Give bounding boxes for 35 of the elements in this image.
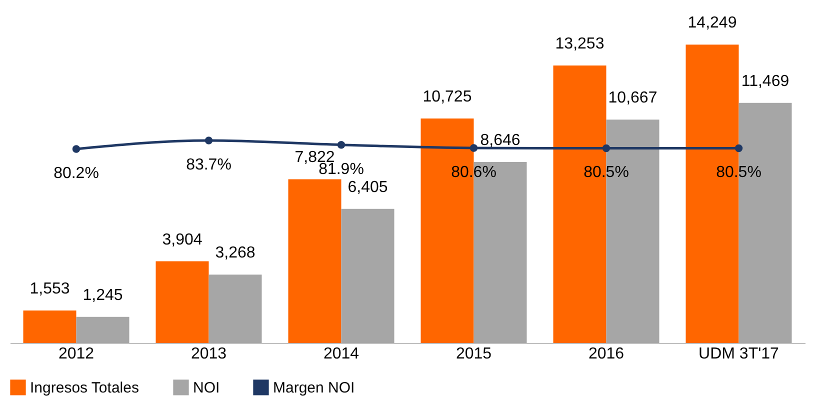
point xyxy=(337,140,346,149)
data-label: 3,904 xyxy=(162,231,202,248)
x-tick-label: 2013 xyxy=(190,346,227,362)
data-label: 81.9% xyxy=(318,160,364,178)
data-label: 10,667 xyxy=(608,90,658,107)
legend-label: Ingresos Totales xyxy=(30,379,139,396)
point xyxy=(72,145,80,153)
data-label: 1,553 xyxy=(30,280,70,298)
x-tick-label: UDM 3T'17 xyxy=(698,346,780,362)
data-label: 13,253 xyxy=(555,36,604,53)
bar xyxy=(76,316,130,343)
data-label: 3,268 xyxy=(215,244,256,262)
data-label: 10,725 xyxy=(422,88,472,106)
data-label: 80.2% xyxy=(54,164,99,182)
bar xyxy=(156,261,209,343)
point xyxy=(470,144,478,152)
x-tick-label: 2014 xyxy=(323,346,360,362)
point xyxy=(602,144,610,152)
data-label: 14,249 xyxy=(688,14,737,32)
legend-label: Margen NOI xyxy=(273,379,355,396)
data-label: 11,469 xyxy=(741,72,790,90)
x-tick-label: 2016 xyxy=(588,346,624,362)
x-tick-label: 2015 xyxy=(456,346,492,362)
bar xyxy=(341,208,394,343)
data-label: 6,405 xyxy=(348,178,388,196)
point xyxy=(734,144,743,152)
data-label: 1,245 xyxy=(82,286,123,304)
legend-label: NOI xyxy=(193,379,220,396)
data-label: 8,646 xyxy=(480,132,520,149)
bar xyxy=(23,310,76,343)
bar xyxy=(208,274,262,343)
bar xyxy=(288,179,342,343)
x-tick-label: 2012 xyxy=(58,346,94,362)
data-label: 83.7% xyxy=(186,156,232,174)
point xyxy=(204,136,213,144)
